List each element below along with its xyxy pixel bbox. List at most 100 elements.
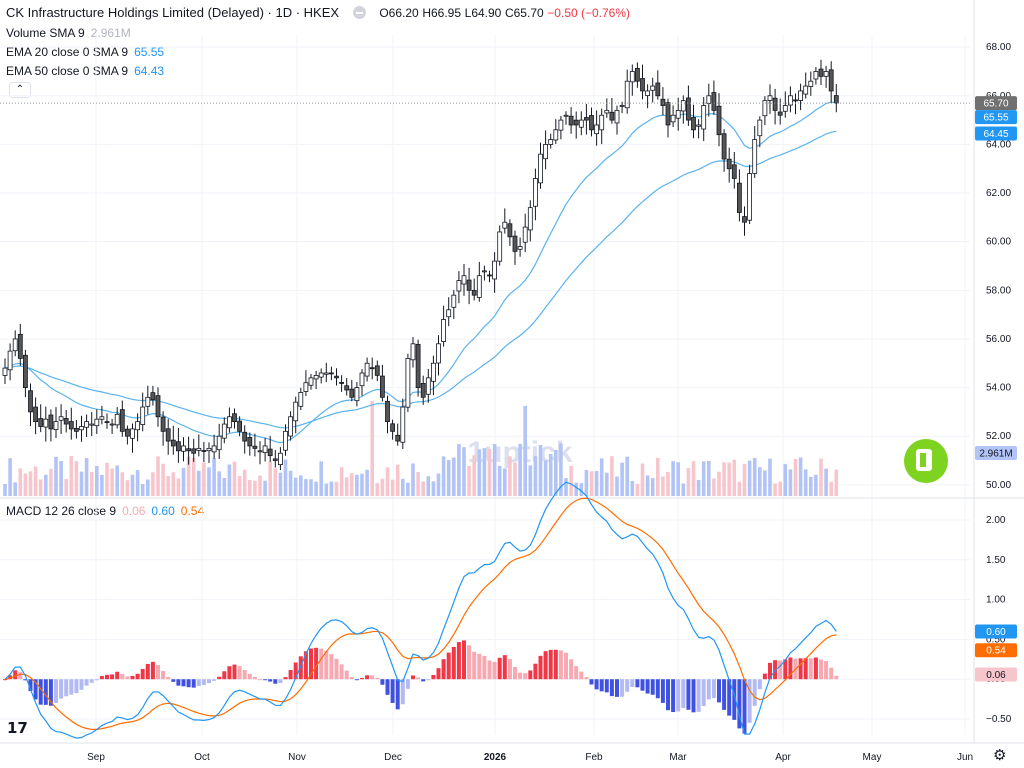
volume-bar (140, 483, 145, 496)
candle-body (410, 343, 416, 361)
candle-body (527, 207, 533, 231)
volume-bar (59, 461, 63, 496)
macd-histogram-bar (655, 679, 660, 699)
volume-bar (610, 456, 614, 496)
macd-badge-bg (975, 667, 1017, 682)
macd-histogram-bar (105, 674, 109, 680)
price-badge-bg (975, 96, 1017, 111)
legend-volume[interactable]: Volume SMA 9 2.961M (6, 26, 131, 40)
symbol-title[interactable]: CK Infrastructure Holdings Limited (Dela… (6, 5, 340, 20)
time-tick-label: Nov (288, 752, 306, 763)
macd-histogram-bar (742, 679, 747, 734)
volume-bar (666, 471, 670, 496)
legend-ema50[interactable]: EMA 50 close 0 SMA 9 64.43 (6, 64, 164, 78)
candle-body (553, 129, 559, 141)
candle-body (767, 95, 773, 101)
volume-bar (253, 480, 257, 496)
volume-bar (758, 467, 762, 496)
macd-histogram-bar (84, 679, 89, 686)
macd-tick-label: −0.50 (986, 714, 1012, 725)
legend-macd-hist: 0.06 (122, 504, 146, 518)
candle-body (130, 428, 135, 439)
candle-body (446, 309, 452, 318)
tradingview-logo-icon[interactable]: 17 (7, 719, 28, 737)
candle-body (288, 416, 294, 437)
legend-ema20[interactable]: EMA 20 close 0 SMA 9 65.55 (6, 45, 164, 59)
volume-bar (441, 456, 446, 496)
macd-histogram-bar (349, 677, 354, 680)
volume-bar (737, 481, 742, 496)
macd-histogram-bar (59, 679, 64, 699)
gear-icon[interactable]: ⚙ (993, 746, 1007, 764)
volume-bar (503, 468, 507, 496)
macd-histogram-bar (768, 662, 772, 680)
candle-body (706, 95, 712, 104)
volume-bar (13, 482, 17, 496)
macd-histogram-bar (584, 677, 589, 680)
macd-histogram-bar (258, 679, 262, 681)
volume-bar (559, 443, 563, 496)
macd-histogram-bar (28, 679, 33, 692)
macd-histogram-bar (492, 661, 497, 680)
macd-histogram-bar (186, 679, 191, 688)
candle-body (762, 100, 768, 117)
candle-body (466, 279, 472, 291)
candle-body (313, 375, 319, 380)
volume-bar (329, 481, 334, 496)
candle-body (374, 365, 380, 376)
volume-bar (176, 478, 181, 496)
macd-histogram-bar (574, 666, 579, 680)
candle-body (395, 434, 401, 442)
macd-histogram-bar (604, 679, 609, 693)
volume-bar (8, 458, 12, 496)
volume-bar (467, 466, 471, 496)
legend-ema20-name: EMA 20 close 0 SMA 9 (6, 45, 129, 59)
candle-body (293, 401, 299, 422)
brand-logo-icon (904, 439, 948, 483)
volume-bar (227, 464, 232, 496)
volume-bar (324, 483, 329, 496)
macd-histogram-bar (666, 679, 670, 711)
candle-body (675, 109, 681, 119)
volume-bar (477, 449, 482, 496)
volume-bar (615, 476, 619, 496)
volume-bar (645, 475, 650, 496)
macd-histogram-bar (283, 677, 288, 680)
volume-bar (640, 463, 645, 496)
macd-histogram-bar (676, 679, 681, 712)
candle-body (114, 413, 120, 426)
volume-bar (355, 474, 359, 496)
macd-histogram-bar (762, 673, 767, 680)
volume-bar (283, 459, 288, 496)
candle-body (533, 178, 538, 207)
candle-body (425, 377, 431, 395)
price-tick-label: 50.00 (986, 480, 1011, 491)
macd-histogram-bar (293, 662, 298, 680)
candle-body (538, 153, 543, 184)
candle-body (390, 423, 396, 432)
candle-body (635, 68, 640, 82)
macd-histogram-bar (64, 679, 69, 697)
macd-histogram-bar (217, 676, 222, 680)
macd-histogram-bar (594, 679, 599, 690)
volume-bar (212, 457, 216, 496)
macd-histogram-bar (273, 679, 278, 684)
volume-bar (569, 466, 573, 496)
volume-bar (375, 483, 380, 496)
volume-bar (105, 462, 109, 496)
volume-bar (166, 476, 170, 496)
candle-body (359, 372, 365, 387)
macd-histogram-bar (727, 679, 732, 716)
candle-body (430, 362, 436, 382)
volume-bar (130, 474, 135, 496)
volume-bar (33, 466, 38, 496)
candle-body (696, 124, 701, 127)
legend-macd[interactable]: MACD 12 26 close 9 0.06 0.60 0.54 (6, 504, 204, 518)
candle-body (645, 90, 650, 97)
macd-histogram-bar (518, 672, 523, 680)
macd-histogram-bar (140, 668, 145, 680)
chevron-up-icon[interactable]: ⌃ (9, 82, 31, 98)
candle-body (436, 343, 441, 364)
candle-body (379, 375, 385, 398)
